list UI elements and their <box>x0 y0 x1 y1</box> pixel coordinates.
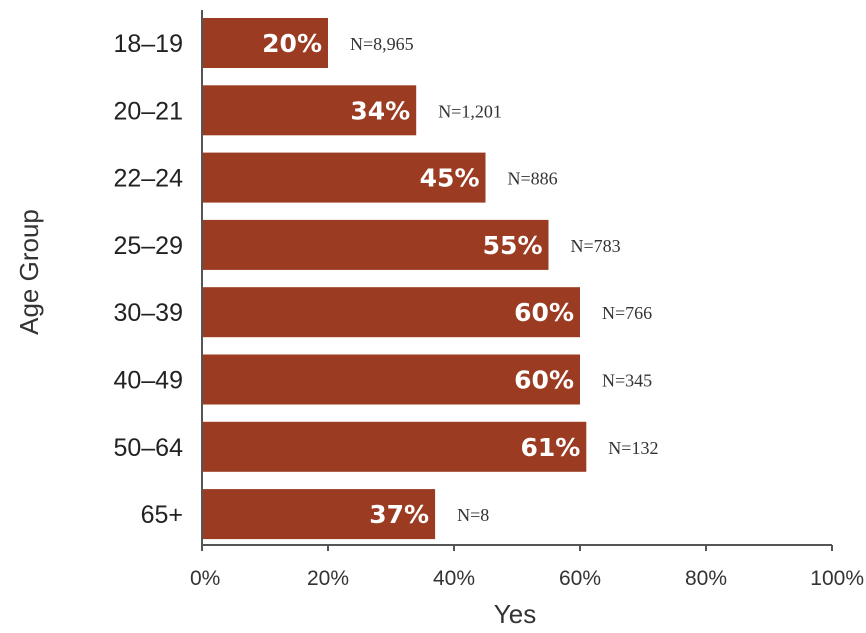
value-label: 45% <box>420 164 480 193</box>
y-axis-title: Age Group <box>14 209 44 335</box>
bars-layer: 18–19 20% N=8,965 20–21 34% N=1,201 22–24 45% N=… <box>113 18 658 540</box>
n-label: N=132 <box>608 438 658 458</box>
value-label: 37% <box>369 500 429 529</box>
bar-7 <box>202 489 436 540</box>
n-label: N=8,965 <box>350 34 414 54</box>
value-label: 20% <box>262 29 322 58</box>
x-ticks-layer: 0% 20% 40% 60% 80% 100% <box>190 545 864 590</box>
x-tick-label: 20% <box>307 567 349 590</box>
value-label: 60% <box>514 366 574 395</box>
bar-0 <box>202 18 328 68</box>
value-label: 34% <box>350 96 410 125</box>
n-label: N=8 <box>457 505 489 525</box>
bar-5 <box>202 354 580 405</box>
n-label: N=345 <box>602 371 652 391</box>
bar-2 <box>202 152 486 203</box>
category-label: 22–24 <box>113 165 183 193</box>
category-label: 18–19 <box>113 30 183 58</box>
value-label: 55% <box>483 231 543 260</box>
bar-4 <box>202 287 580 338</box>
x-axis-title: Yes <box>494 599 536 629</box>
bar-6 <box>202 421 587 472</box>
bar-1 <box>202 85 417 136</box>
bar-3 <box>202 219 549 270</box>
n-label: N=1,201 <box>438 101 502 121</box>
category-label: 65+ <box>141 501 183 529</box>
category-label: 30–39 <box>113 299 183 327</box>
category-label: 40–49 <box>113 367 183 395</box>
x-tick-label: 40% <box>433 567 475 590</box>
value-label: 60% <box>514 298 574 327</box>
category-label: 50–64 <box>113 434 183 462</box>
n-label: N=783 <box>571 236 621 256</box>
x-tick-label: 0% <box>190 567 220 590</box>
x-tick-label: 100% <box>810 567 864 590</box>
x-tick-label: 60% <box>559 567 601 590</box>
value-label: 61% <box>520 433 580 462</box>
category-label: 25–29 <box>113 232 183 260</box>
n-label: N=766 <box>602 303 652 323</box>
x-tick-label: 80% <box>685 567 727 590</box>
category-label: 20–21 <box>113 97 183 125</box>
n-label: N=886 <box>508 169 558 189</box>
